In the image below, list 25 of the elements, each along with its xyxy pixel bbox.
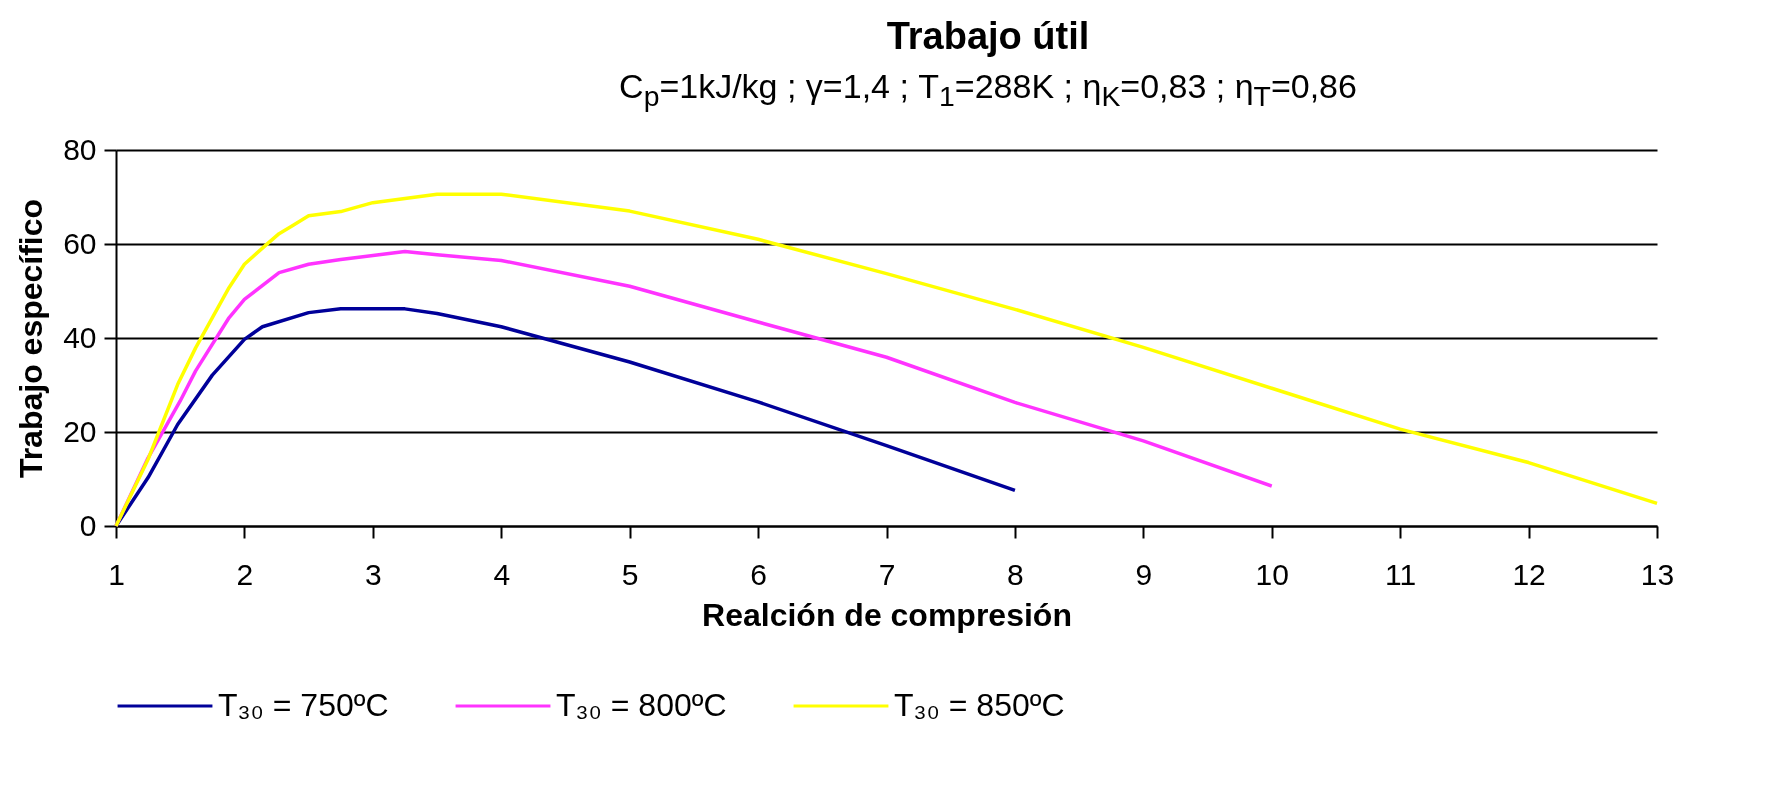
x-tick-label: 9 xyxy=(1135,557,1153,591)
chart-title: Trabajo útil xyxy=(885,14,1091,58)
y-axis-title: Trabajo específico xyxy=(13,198,50,479)
text: C$_{p}$=1kJ/kg ; γ=1,4 ; T$_{1}$=288K ; η$_{K}$=0,83 ; η$_{T}$=0,86 xyxy=(619,67,1357,112)
legend-label: T₃₀ = 750ºC xyxy=(218,687,389,723)
x-tick-label: 7 xyxy=(878,557,896,591)
x-tick-label: 5 xyxy=(621,557,639,591)
x-tick-label: 13 xyxy=(1640,557,1675,591)
x-tick-label: 11 xyxy=(1385,557,1417,591)
legend-label: T₃₀ = 800ºC xyxy=(556,687,727,723)
x-tick-label: 3 xyxy=(364,557,382,591)
x-tick-label: 1 xyxy=(108,557,125,591)
y-tick-label: 20 xyxy=(63,414,97,448)
x-tick-label: 10 xyxy=(1255,557,1289,591)
x-tick-label: 4 xyxy=(493,557,511,591)
x-tick-label: 12 xyxy=(1512,557,1546,591)
legend-label: T₃₀ = 850ºC xyxy=(894,687,1065,723)
y-tick-label: 60 xyxy=(63,226,97,260)
x-tick-label: 8 xyxy=(1007,557,1024,591)
y-tick-label: 40 xyxy=(63,320,97,354)
y-tick-label: 0 xyxy=(79,508,97,542)
x-axis-title: Realción de compresión xyxy=(702,596,1072,633)
x-tick-label: 6 xyxy=(750,557,767,591)
y-tick-label: 80 xyxy=(63,132,97,166)
x-tick-label: 2 xyxy=(236,557,254,591)
